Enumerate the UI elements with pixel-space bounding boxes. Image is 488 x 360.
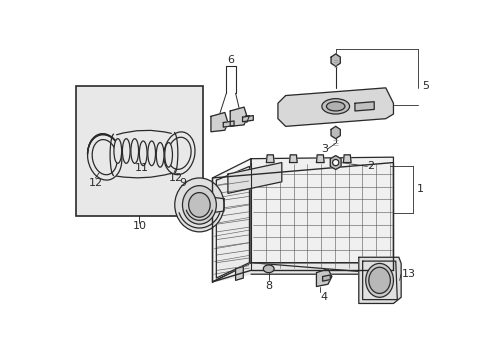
- Ellipse shape: [188, 193, 210, 217]
- Polygon shape: [250, 157, 393, 274]
- Polygon shape: [227, 163, 281, 193]
- Polygon shape: [212, 159, 250, 282]
- Polygon shape: [223, 121, 234, 127]
- Polygon shape: [235, 266, 243, 280]
- Ellipse shape: [122, 139, 130, 163]
- Ellipse shape: [263, 265, 274, 273]
- Ellipse shape: [139, 141, 147, 166]
- Text: 2: 2: [366, 161, 374, 171]
- Polygon shape: [358, 257, 400, 303]
- Text: 1: 1: [416, 184, 423, 194]
- Ellipse shape: [92, 140, 117, 175]
- Polygon shape: [212, 263, 393, 282]
- Polygon shape: [316, 269, 331, 287]
- Polygon shape: [316, 155, 324, 163]
- Polygon shape: [330, 54, 340, 66]
- Text: 13: 13: [401, 269, 415, 279]
- Polygon shape: [212, 197, 224, 213]
- Polygon shape: [343, 155, 350, 163]
- Polygon shape: [289, 155, 297, 163]
- Ellipse shape: [147, 141, 155, 166]
- Polygon shape: [322, 275, 329, 281]
- Text: 10: 10: [132, 221, 146, 231]
- Ellipse shape: [87, 134, 122, 180]
- Text: 4: 4: [320, 292, 327, 302]
- Ellipse shape: [326, 102, 344, 111]
- Ellipse shape: [368, 267, 389, 293]
- Text: 9: 9: [179, 178, 186, 188]
- Ellipse shape: [365, 264, 393, 297]
- Text: 12: 12: [169, 173, 183, 183]
- Ellipse shape: [174, 178, 224, 232]
- Ellipse shape: [131, 139, 138, 163]
- Ellipse shape: [321, 99, 349, 114]
- Ellipse shape: [332, 159, 338, 166]
- Ellipse shape: [167, 137, 191, 169]
- Text: 6: 6: [227, 55, 234, 65]
- Polygon shape: [329, 156, 341, 170]
- Ellipse shape: [164, 143, 172, 167]
- Text: 7: 7: [243, 115, 250, 125]
- Ellipse shape: [163, 132, 195, 175]
- Text: 12: 12: [88, 178, 102, 188]
- Polygon shape: [242, 116, 253, 122]
- Text: 5: 5: [422, 81, 428, 91]
- Text: 11: 11: [134, 163, 148, 173]
- Text: 3: 3: [320, 144, 327, 154]
- Polygon shape: [330, 126, 340, 139]
- Ellipse shape: [114, 139, 122, 163]
- Polygon shape: [230, 107, 246, 126]
- Polygon shape: [277, 88, 393, 126]
- Polygon shape: [266, 155, 274, 163]
- Polygon shape: [354, 102, 373, 111]
- Bar: [76, 86, 203, 216]
- Ellipse shape: [182, 186, 216, 224]
- Ellipse shape: [156, 143, 163, 167]
- Polygon shape: [210, 112, 227, 132]
- Text: 8: 8: [264, 281, 272, 291]
- Polygon shape: [216, 166, 249, 278]
